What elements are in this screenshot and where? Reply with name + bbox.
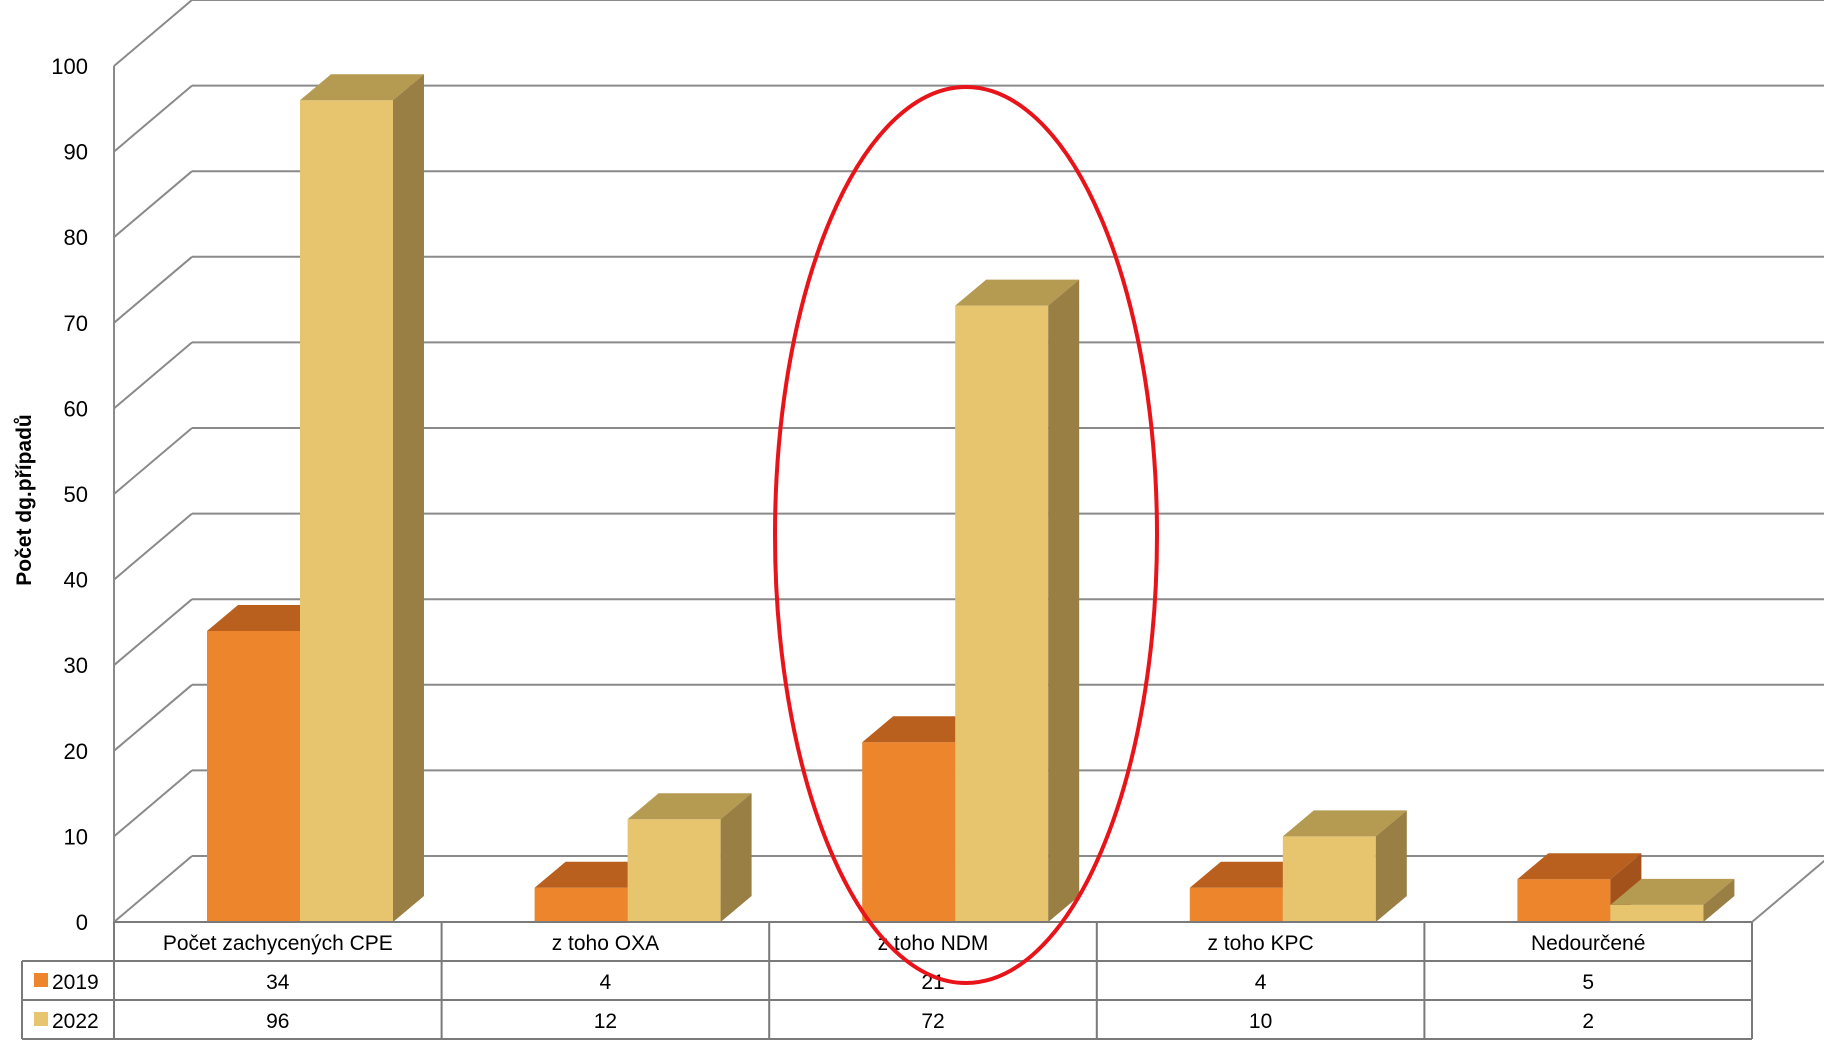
bar-2022-side — [1048, 279, 1080, 922]
bar-2022-front — [1282, 836, 1376, 922]
y-tick-label: 100 — [51, 54, 88, 79]
bar-2022-front — [300, 100, 393, 923]
y-tick-label: 40 — [64, 568, 88, 593]
gridline-diagonal — [113, 512, 193, 581]
category-label: z toho KPC — [1207, 932, 1313, 955]
data-label: 96 — [266, 1010, 289, 1033]
bar-2022-front — [955, 305, 1049, 922]
legend-label: 2019 — [52, 971, 99, 994]
floor-diagonal — [1751, 859, 1824, 923]
y-tick-label: 70 — [64, 311, 88, 336]
data-label: 34 — [266, 971, 290, 994]
gridline-diagonal — [113, 684, 193, 752]
bar-2019-front — [207, 630, 300, 922]
data-label: 72 — [921, 1010, 944, 1033]
data-table: Počet zachycených CPE z toho OXA z toho ND… — [21, 921, 1753, 1040]
bar-2022-front — [1610, 904, 1704, 922]
y-tick-label: 20 — [64, 739, 88, 764]
data-label: 2 — [1582, 1010, 1594, 1033]
gridline-diagonal — [113, 0, 193, 67]
category-label: z toho OXA — [552, 932, 659, 955]
gridline-diagonal — [113, 769, 193, 838]
bar-2019-front — [1189, 887, 1283, 922]
y-tick-label: 0 — [76, 910, 88, 935]
bar-2019-top — [1517, 853, 1642, 880]
bars — [207, 74, 1735, 923]
legend-label: 2022 — [52, 1010, 99, 1033]
bar-2022-side — [720, 793, 752, 922]
y-tick-label: 30 — [64, 653, 88, 678]
y-axis-label: Počet dg.případů — [13, 414, 36, 586]
gridline-diagonal — [113, 256, 193, 324]
gridline-diagonal — [113, 855, 193, 923]
bar-2022-side — [1703, 878, 1735, 922]
legend-swatch-2019 — [34, 973, 48, 987]
category-label: Nedourčené — [1531, 932, 1645, 955]
data-label: 12 — [594, 1010, 617, 1033]
bar-2019-front — [1517, 879, 1611, 922]
data-label: 4 — [1255, 971, 1267, 994]
gridline-diagonal — [113, 427, 193, 495]
gridline-diagonal — [113, 84, 193, 153]
bar-2022-front — [627, 819, 721, 922]
bar-2022-side — [1375, 810, 1407, 922]
y-tick-label: 60 — [64, 396, 88, 421]
bar-2022-top — [300, 74, 424, 101]
y-tick-label: 80 — [64, 225, 88, 250]
y-tick-label: 90 — [64, 140, 88, 165]
y-tick-label: 10 — [64, 824, 88, 849]
gridline-diagonal — [113, 598, 193, 666]
data-label: 10 — [1249, 1010, 1272, 1033]
bar-2022-side — [393, 74, 424, 923]
category-label: Počet zachycených CPE — [163, 932, 393, 955]
bar-2022-top — [955, 279, 1080, 306]
category-label: z toho NDM — [878, 932, 989, 955]
highlight-ellipse — [773, 85, 1159, 985]
bar-2022-top — [627, 793, 752, 820]
bar-2019-front — [862, 742, 956, 922]
bar-2019-front — [534, 887, 628, 922]
data-label: 4 — [600, 971, 612, 994]
y-axis-ticks: 0 10 20 30 40 50 60 70 80 90 100 — [51, 54, 88, 935]
gridline-diagonal — [113, 341, 193, 410]
bar-2022-top — [1282, 810, 1407, 837]
data-label: 5 — [1582, 971, 1594, 994]
bar-2022-top — [1610, 878, 1735, 905]
legend-swatch-2022 — [34, 1012, 48, 1026]
gridline-diagonal — [113, 170, 193, 238]
y-tick-label: 50 — [64, 482, 88, 507]
